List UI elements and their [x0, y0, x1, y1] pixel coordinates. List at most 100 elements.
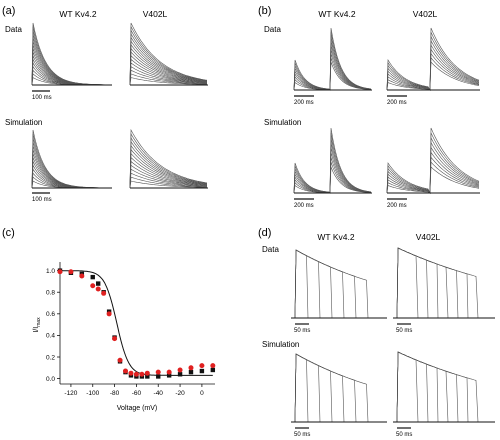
current-trace [386, 39, 480, 91]
current-trace [293, 147, 372, 194]
data-point-square [177, 372, 183, 377]
current-trace [293, 59, 372, 91]
data-point-square [96, 281, 101, 286]
current-trace [31, 161, 111, 189]
data-point-circle [128, 370, 134, 376]
panel-a-scale-label-bottom: 100 ms [32, 197, 52, 203]
x-tick-label: -40 [154, 390, 164, 397]
pulse-trace [396, 247, 469, 319]
current-trace [129, 176, 207, 189]
panel-b-row-simulation: Simulation [264, 118, 301, 127]
panel-b-sim-wt-traces [293, 127, 372, 194]
current-trace [386, 27, 480, 91]
current-trace [386, 146, 480, 194]
current-trace [129, 51, 208, 86]
current-trace [386, 141, 480, 194]
y-tick-label: 0.4 [46, 333, 55, 340]
panel-c-x-ticks: -120 -100 -80 -60 -40 -20 0 [64, 384, 204, 397]
panel-b-scale-label-sim-wt: 200 ms [294, 203, 314, 209]
current-trace [386, 162, 480, 194]
current-trace [129, 29, 208, 86]
x-tick-label: -100 [86, 390, 99, 397]
panel-b-sim-v402l-traces [386, 127, 480, 195]
data-point-circle [166, 369, 172, 375]
current-trace [31, 129, 111, 189]
current-trace [386, 48, 480, 91]
panel-b-scale-label-data-wt: 200 ms [294, 100, 314, 106]
panel-b: (b) WT Kv4.2 V402L Data Simulation 200 m… [258, 5, 480, 209]
data-point-square [166, 373, 172, 378]
current-trace [293, 152, 372, 194]
panel-c-ylabel-main: I/I [33, 327, 40, 333]
panel-a-data-wt-traces [31, 22, 112, 86]
current-trace [129, 172, 208, 189]
current-trace [129, 148, 208, 189]
x-tick-label: 0 [200, 390, 204, 397]
current-trace [129, 132, 208, 189]
current-trace [129, 47, 208, 86]
panel-a: (a) WT Kv4.2 V402L Data Simulation 100 m… [2, 5, 208, 203]
pulse-trace [294, 353, 309, 423]
x-tick-label: -120 [64, 390, 77, 397]
pulse-trace [396, 351, 429, 423]
current-trace [293, 45, 372, 91]
current-trace [386, 36, 480, 91]
pulse-trace [396, 247, 479, 319]
panel-c-y-ticks: 0.0 0.2 0.4 0.6 0.8 1.0 [46, 268, 60, 383]
pulse-trace [396, 247, 429, 319]
y-tick-label: 0.6 [46, 311, 55, 318]
current-trace [129, 62, 208, 86]
current-trace [129, 144, 208, 189]
data-point-square [90, 274, 95, 280]
current-trace [129, 160, 208, 189]
data-point-square [145, 374, 150, 379]
y-tick-label: 0.0 [46, 376, 55, 383]
current-trace [129, 43, 208, 86]
panel-a-col-wt: WT Kv4.2 [59, 9, 96, 19]
pulse-trace [294, 353, 369, 423]
panel-a-label: (a) [2, 5, 15, 17]
panel-d-data-wt-traces [291, 249, 387, 319]
current-trace [386, 57, 480, 91]
data-point-circle [101, 290, 107, 296]
panel-d-scale-label-sim-v402l: 50 ms [396, 432, 412, 438]
panel-a-row-simulation: Simulation [5, 118, 42, 127]
current-trace [129, 32, 208, 86]
panel-c-ylabel: I/Imax [33, 317, 42, 333]
data-point-circle [177, 367, 183, 373]
current-trace [386, 161, 480, 195]
panel-a-col-v402l: V402L [143, 9, 168, 19]
current-trace [129, 140, 208, 189]
pulse-trace [294, 249, 333, 319]
current-trace [129, 73, 207, 86]
current-trace [129, 58, 208, 86]
current-trace [31, 48, 111, 86]
data-point-circle [199, 363, 205, 369]
panel-d-sim-v402l-traces [393, 351, 495, 423]
data-point-square [210, 367, 216, 373]
current-trace [293, 40, 372, 91]
current-trace [129, 136, 208, 189]
panel-a-scale-label-top: 100 ms [32, 95, 52, 101]
current-trace [129, 77, 207, 86]
current-trace [129, 40, 208, 86]
panel-d: (d) WT Kv4.2 V402L Data Simulation 50 ms… [258, 227, 495, 438]
panel-d-col-wt: WT Kv4.2 [317, 232, 354, 242]
panel-b-row-data: Data [264, 25, 281, 34]
panel-d-scale-label-data-v402l: 50 ms [396, 328, 412, 334]
panel-d-row-simulation: Simulation [262, 340, 299, 349]
panel-d-scale-label-data-wt: 50 ms [294, 328, 310, 334]
y-tick-label: 0.8 [46, 290, 55, 297]
data-point-circle [122, 368, 128, 374]
current-trace [293, 137, 372, 194]
current-trace [293, 162, 372, 194]
data-point-circle [112, 336, 118, 342]
panel-a-sim-v402l-traces [129, 128, 208, 189]
x-tick-label: -80 [110, 390, 120, 397]
panel-c-fit-line [60, 270, 213, 376]
current-trace [386, 52, 480, 91]
current-trace [129, 164, 208, 189]
panel-c-y-axis-title: I/Imax [33, 317, 42, 333]
current-trace [129, 55, 208, 86]
panel-c-label: (c) [2, 227, 15, 239]
